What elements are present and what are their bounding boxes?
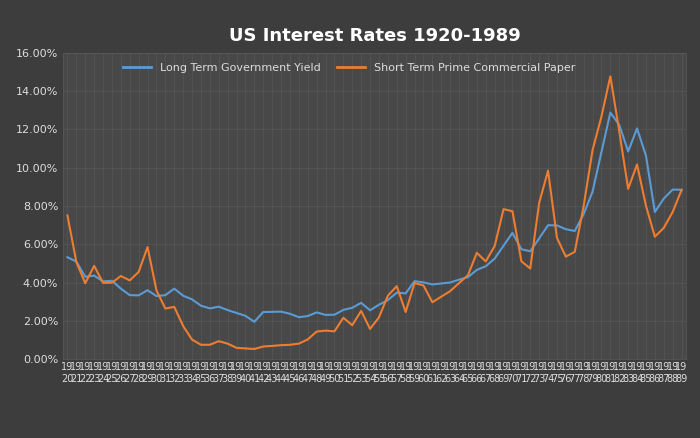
Short Term Prime Commercial Paper xyxy=(206,342,214,347)
Short Term Prime Commercial Paper xyxy=(606,74,615,79)
Legend: Long Term Government Yield, Short Term Prime Commercial Paper: Long Term Government Yield, Short Term P… xyxy=(118,58,580,77)
Short Term Prime Commercial Paper xyxy=(259,344,267,349)
Long Term Government Yield xyxy=(410,279,419,284)
Line: Short Term Prime Commercial Paper: Short Term Prime Commercial Paper xyxy=(67,76,682,349)
Long Term Government Yield xyxy=(606,110,615,115)
Short Term Prime Commercial Paper xyxy=(250,346,258,352)
Short Term Prime Commercial Paper xyxy=(63,213,71,218)
Long Term Government Yield xyxy=(597,149,606,155)
Line: Long Term Government Yield: Long Term Government Yield xyxy=(67,113,682,322)
Long Term Government Yield xyxy=(144,287,152,293)
Title: US Interest Rates 1920-1989: US Interest Rates 1920-1989 xyxy=(229,28,520,46)
Short Term Prime Commercial Paper xyxy=(330,329,339,334)
Short Term Prime Commercial Paper xyxy=(597,114,606,119)
Long Term Government Yield xyxy=(330,312,339,317)
Short Term Prime Commercial Paper xyxy=(410,280,419,286)
Long Term Government Yield xyxy=(678,187,686,192)
Long Term Government Yield xyxy=(63,254,71,260)
Short Term Prime Commercial Paper xyxy=(678,187,686,193)
Short Term Prime Commercial Paper xyxy=(144,244,152,250)
Long Term Government Yield xyxy=(259,309,267,314)
Long Term Government Yield xyxy=(206,306,214,311)
Long Term Government Yield xyxy=(250,319,258,325)
